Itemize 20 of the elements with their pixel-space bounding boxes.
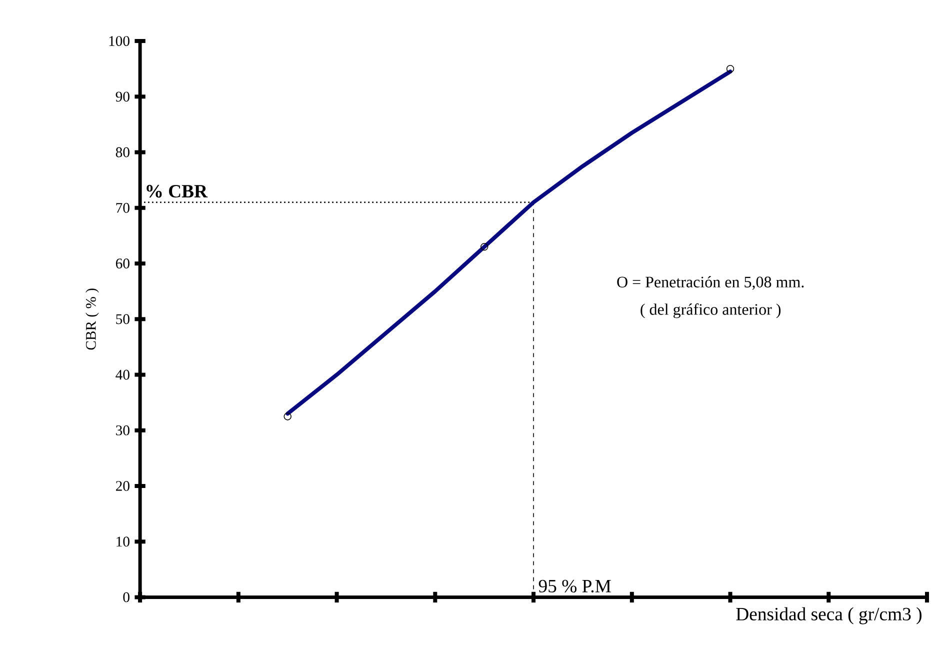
y-tick-label: 50 [116,314,130,324]
y-tick-label: 20 [116,480,130,491]
y-tick-label: 70 [116,202,130,213]
x-axis-title: Densidad seca ( gr/cm3 ) [736,607,922,624]
point [284,412,292,420]
y-tick-label: 60 [116,258,130,268]
y-tick-label: 90 [116,92,130,102]
y-tick-label: 30 [116,425,130,436]
y-tick-label: 10 [116,536,130,546]
annotation: O = Penetración en 5,08 mm. [617,276,804,290]
y-tick-label: 40 [116,370,130,380]
y-axis-title: CBR ( % ) [86,288,99,350]
y-tick-label: 0 [123,592,130,602]
point [726,64,734,73]
point [480,242,488,251]
y-tick-label: 100 [109,36,130,46]
y-tick-label: 80 [116,147,130,158]
annotation: 95 % P.M [538,580,611,592]
annotation: ( del gráfico anterior ) [640,303,781,318]
ref-line-label: % CBR [146,184,208,198]
